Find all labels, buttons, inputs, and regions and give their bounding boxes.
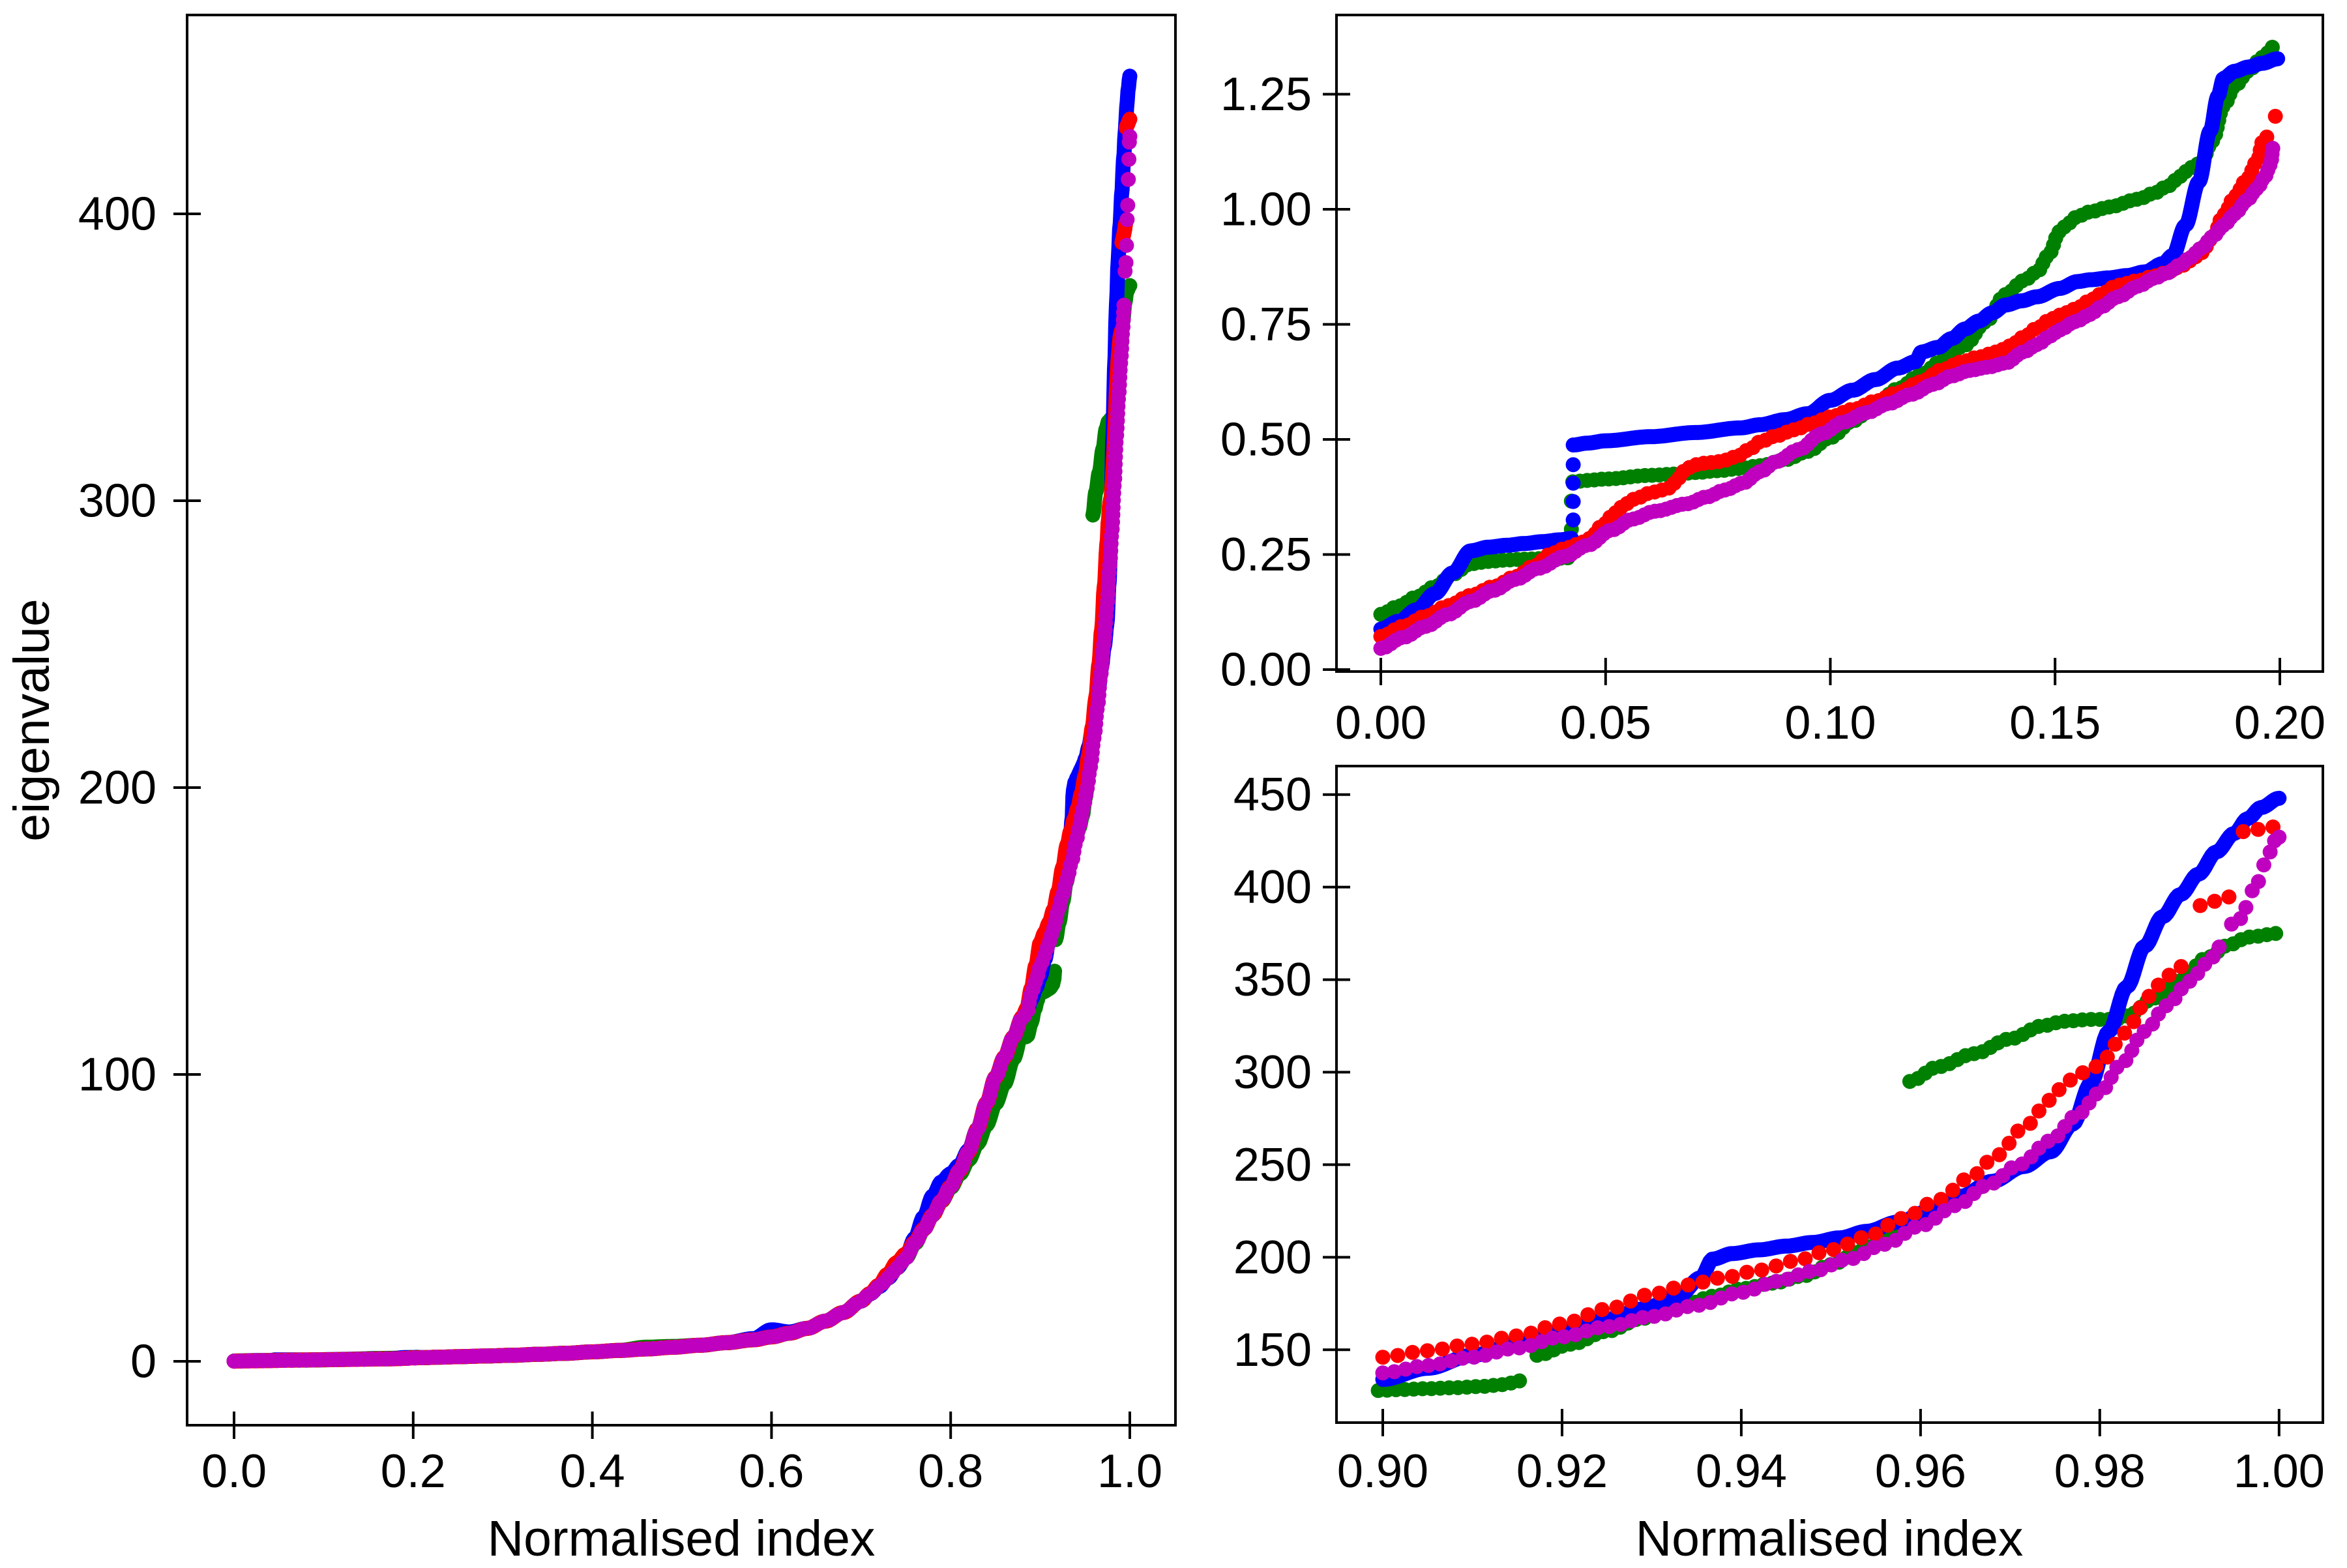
svg-text:0.2: 0.2: [381, 1445, 446, 1498]
svg-text:0.15: 0.15: [2009, 697, 2101, 749]
svg-text:0.98: 0.98: [2054, 1445, 2146, 1498]
svg-text:Normalised index: Normalised index: [1636, 1511, 2024, 1565]
svg-text:0.4: 0.4: [560, 1445, 625, 1498]
svg-text:0.92: 0.92: [1516, 1445, 1608, 1498]
svg-text:0.20: 0.20: [2234, 697, 2325, 749]
svg-text:200: 200: [78, 762, 156, 814]
svg-text:0.05: 0.05: [1560, 697, 1651, 749]
svg-text:0.94: 0.94: [1696, 1445, 1787, 1498]
svg-text:1.0: 1.0: [1097, 1445, 1162, 1498]
svg-text:1.00: 1.00: [1220, 184, 1312, 236]
svg-text:0.75: 0.75: [1220, 299, 1312, 351]
svg-text:0.50: 0.50: [1220, 414, 1312, 466]
svg-text:100: 100: [78, 1049, 156, 1101]
svg-text:200: 200: [1233, 1232, 1312, 1284]
svg-text:1.25: 1.25: [1220, 68, 1312, 121]
svg-text:0.25: 0.25: [1220, 529, 1312, 581]
svg-text:eigenvalue: eigenvalue: [4, 599, 60, 841]
svg-text:1.00: 1.00: [2234, 1445, 2325, 1498]
svg-text:0: 0: [130, 1336, 156, 1388]
svg-text:0.8: 0.8: [918, 1445, 983, 1498]
svg-text:300: 300: [78, 475, 156, 527]
svg-text:0.96: 0.96: [1875, 1445, 1966, 1498]
svg-text:0.00: 0.00: [1335, 697, 1426, 749]
svg-text:350: 350: [1233, 954, 1312, 1006]
svg-text:Normalised index: Normalised index: [488, 1511, 876, 1565]
svg-text:0.0: 0.0: [201, 1445, 267, 1498]
svg-text:400: 400: [1233, 861, 1312, 913]
svg-text:450: 450: [1233, 769, 1312, 821]
svg-text:250: 250: [1233, 1139, 1312, 1191]
svg-text:0.00: 0.00: [1220, 644, 1312, 696]
svg-text:400: 400: [78, 188, 156, 241]
svg-text:0.90: 0.90: [1337, 1445, 1428, 1498]
svg-text:300: 300: [1233, 1046, 1312, 1099]
svg-text:0.6: 0.6: [739, 1445, 804, 1498]
svg-text:150: 150: [1233, 1324, 1312, 1376]
svg-text:0.10: 0.10: [1784, 697, 1876, 749]
